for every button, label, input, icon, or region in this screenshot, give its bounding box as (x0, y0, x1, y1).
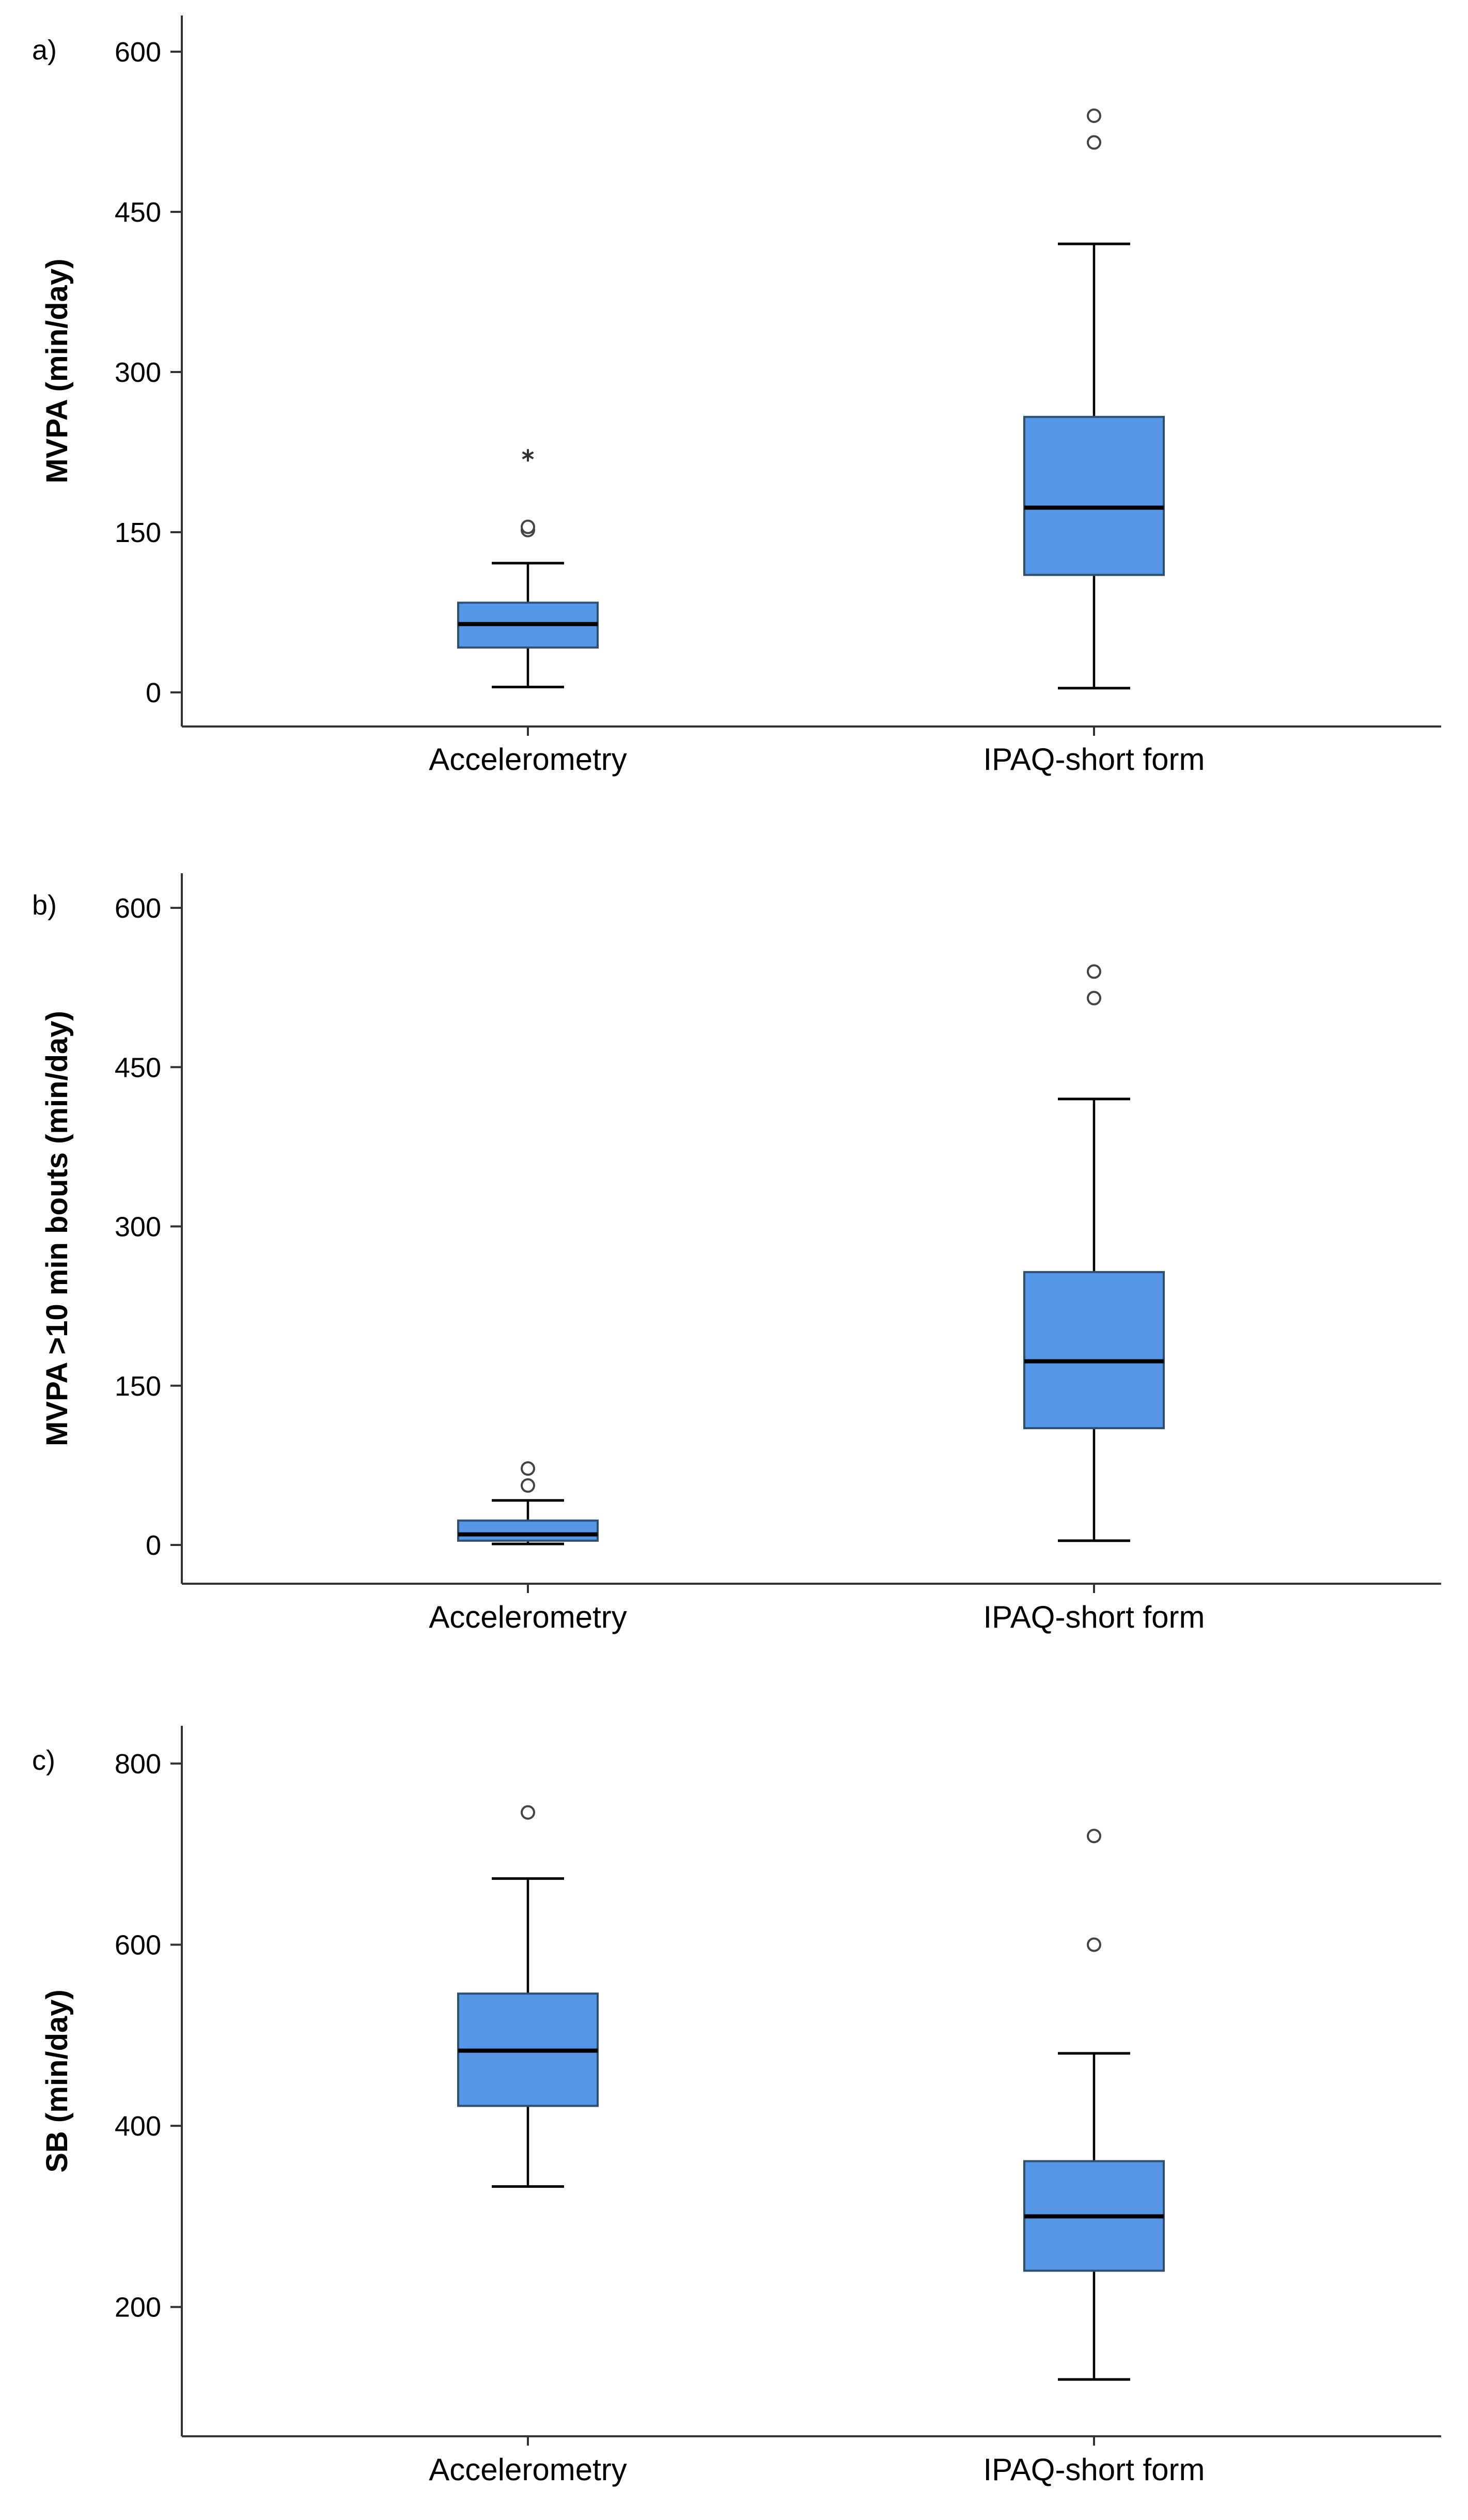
extreme-point (522, 449, 534, 462)
y-tick-label: 300 (115, 1212, 161, 1243)
iqr-box (1023, 415, 1165, 576)
panel-label: c) (32, 1745, 55, 1776)
y-tick-label: 0 (146, 1530, 161, 1561)
y-tick-label: 600 (115, 37, 161, 68)
box-accelerometry (457, 449, 599, 689)
y-axis-label: MVPA (min/day) (40, 258, 74, 483)
outlier-point (1087, 964, 1101, 979)
outlier-point (1087, 991, 1101, 1006)
y-tick-label: 300 (115, 357, 161, 388)
x-category-label: IPAQ-short form (983, 1600, 1205, 1634)
panel-label: a) (32, 35, 57, 66)
outlier-point (1087, 135, 1101, 150)
outlier-point (521, 1461, 535, 1476)
y-axis-label: SB (min/day) (40, 1989, 74, 2173)
x-category-label: IPAQ-short form (983, 2452, 1205, 2487)
y-tick-label: 150 (115, 517, 161, 548)
box-ipaq-short-form (1023, 1829, 1165, 2381)
outlier-point (1087, 1829, 1101, 1844)
x-category-label: Accelerometry (429, 1600, 627, 1634)
panel-1: a) 0 150 300 450 600 MVPA (min/day) Acceleromet… (32, 16, 1441, 777)
y-tick-label: 450 (115, 1052, 161, 1083)
y-tick-label: 400 (115, 2111, 161, 2142)
outlier-point (1087, 1937, 1101, 1952)
y-tick-label: 600 (115, 893, 161, 924)
y-tick-label: 800 (115, 1749, 161, 1780)
y-tick-label: 600 (115, 1930, 161, 1961)
extreme-stroke (522, 451, 534, 459)
panel-label: b) (32, 890, 57, 921)
x-category-label: IPAQ-short form (983, 742, 1205, 777)
box-accelerometry (457, 1805, 599, 2188)
outlier-point (1087, 109, 1101, 123)
iqr-box (1023, 1271, 1165, 1429)
outlier-point (521, 519, 535, 534)
box-ipaq-short-form (1023, 109, 1165, 690)
y-tick-label: 200 (115, 2292, 161, 2323)
x-category-label: Accelerometry (429, 2452, 627, 2487)
y-tick-label: 150 (115, 1371, 161, 1402)
y-tick-label: 450 (115, 197, 161, 228)
y-axis-label: MVPA >10 min bouts (min/day) (40, 1011, 74, 1446)
y-tick-label: 0 (146, 677, 161, 708)
panel-3: c) 200 400 600 800 SB (min/day) Accelerometry I… (32, 1726, 1441, 2487)
iqr-box (457, 1519, 599, 1542)
box-accelerometry (457, 1461, 599, 1545)
outlier-point (521, 1805, 535, 1820)
outlier-point (521, 1478, 535, 1493)
box-ipaq-short-form (1023, 964, 1165, 1542)
x-category-label: Accelerometry (429, 742, 627, 777)
panel-2: b) 0 150 300 450 600 MVPA >10 min bouts (min/d… (32, 873, 1441, 1634)
